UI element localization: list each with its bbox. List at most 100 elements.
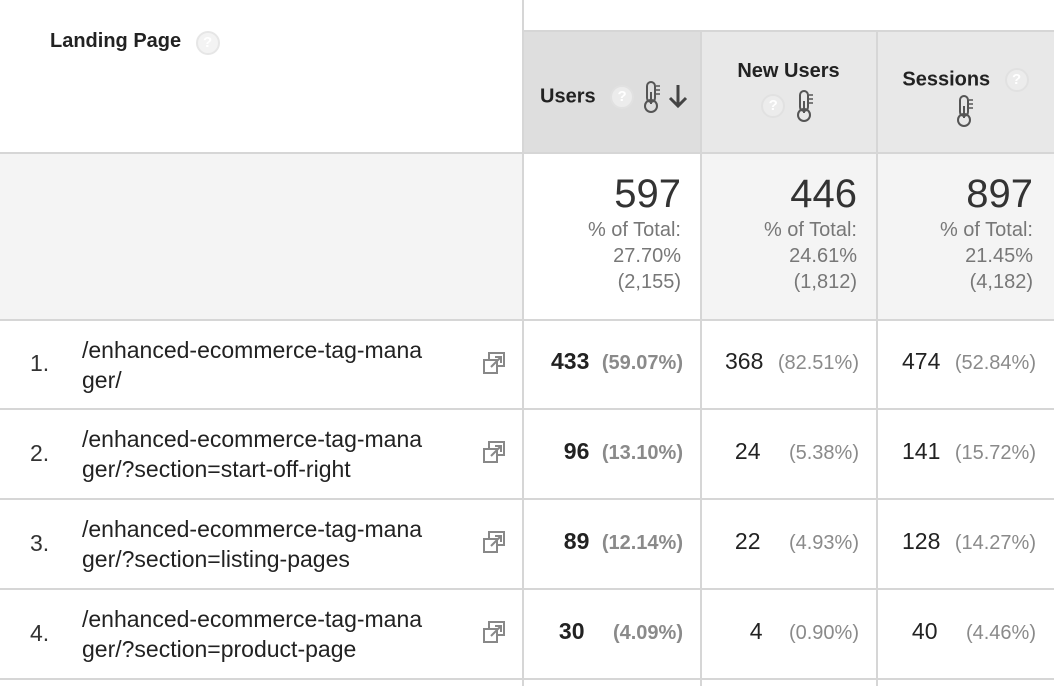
sessions-cell: 474 (52.84%) [877, 348, 1036, 375]
landing-page-link[interactable]: /enhanced-ecommerce-tag-mana ger/?sectio… [82, 424, 422, 484]
new-users-total-pct-label: % of Total: [763, 219, 857, 241]
users-total-value: 597 [614, 172, 681, 216]
users-total-pct: 27.70% [613, 245, 681, 267]
row-number: 3. [30, 530, 50, 556]
grid-line-top [523, 30, 1054, 32]
new-users-value: 4 [749, 618, 763, 644]
landing-page-link[interactable]: /enhanced-ecommerce-tag-mana ger/ [82, 335, 422, 395]
users-header-label: Users [540, 85, 596, 108]
sessions-total-value: 897 [966, 172, 1033, 216]
table-row: 2. /enhanced-ecommerce-tag-mana ger/?sec… [0, 410, 522, 498]
grid-divider-newusers [876, 31, 878, 686]
sessions-pct: (14.27%) [954, 532, 1036, 554]
users-cell: 89 (12.14%) [523, 528, 683, 555]
table-row: 1. /enhanced-ecommerce-tag-mana ger/ [0, 321, 522, 408]
landing-page-line: ger/ [82, 367, 122, 393]
row-number: 4. [30, 620, 50, 646]
table-row: 4. /enhanced-ecommerce-tag-mana ger/?sec… [0, 590, 522, 678]
sessions-cell: 141 (15.72%) [877, 438, 1036, 465]
users-cell: 433 (59.07%) [523, 348, 683, 375]
users-pct: (12.14%) [601, 532, 683, 554]
landing-page-line: /enhanced-ecommerce-tag-mana [82, 516, 423, 542]
table-row: 3. /enhanced-ecommerce-tag-mana ger/?sec… [0, 500, 522, 588]
sessions-value: 141 [902, 438, 941, 464]
external-link-icon[interactable] [482, 440, 506, 464]
new-users-column-header[interactable]: New Users ? [701, 60, 876, 123]
external-link-icon[interactable] [482, 620, 506, 644]
totals-users-bg [523, 153, 701, 320]
landing-page-header[interactable]: Landing Page ? [50, 30, 220, 55]
new-users-value: 22 [734, 528, 761, 554]
sessions-pct: (52.84%) [954, 352, 1036, 374]
new-users-total-value: 446 [790, 172, 857, 216]
grid-line-row1 [0, 408, 1054, 410]
arrow-down-icon[interactable] [667, 82, 689, 112]
sessions-value: 40 [911, 618, 938, 644]
users-pct: (13.10%) [601, 442, 683, 464]
users-pct: (59.07%) [601, 352, 683, 374]
new-users-header-label: New Users [737, 60, 840, 82]
sessions-header-label: Sessions [902, 68, 991, 91]
users-total: 597 % of Total: 27.70% (2,155) [523, 172, 681, 295]
sessions-value: 128 [902, 528, 941, 554]
new-users-value: 24 [734, 438, 761, 464]
sessions-column-header[interactable]: Sessions ? [877, 68, 1054, 128]
help-icon[interactable]: ? [1004, 68, 1029, 92]
external-link-icon[interactable] [482, 530, 506, 554]
sessions-value: 474 [902, 348, 941, 374]
sessions-total-of: (4,182) [969, 271, 1033, 293]
landing-page-link[interactable]: /enhanced-ecommerce-tag-mana ger/?sectio… [82, 514, 422, 574]
new-users-cell: 24 (5.38%) [701, 438, 859, 465]
users-pct: (4.09%) [612, 622, 683, 644]
help-icon[interactable]: ? [761, 94, 786, 118]
landing-page-line: /enhanced-ecommerce-tag-mana [82, 337, 423, 363]
landing-page-label: Landing Page [50, 30, 182, 52]
help-icon[interactable]: ? [610, 85, 635, 109]
grid-divider-main [522, 0, 524, 686]
new-users-pct: (4.93%) [788, 532, 859, 554]
grid-line-row4 [0, 678, 1054, 680]
new-users-value: 368 [725, 348, 764, 374]
grid-line-row3 [0, 588, 1054, 590]
landing-page-line: /enhanced-ecommerce-tag-mana [82, 426, 423, 452]
landing-page-line: ger/?section=start-off-right [82, 456, 351, 482]
new-users-pct: (82.51%) [777, 352, 859, 374]
landing-page-line: ger/?section=listing-pages [82, 546, 350, 572]
new-users-total-of: (1,812) [793, 271, 857, 293]
users-value: 433 [551, 348, 590, 374]
help-icon[interactable]: ? [195, 30, 220, 55]
users-value: 30 [558, 618, 585, 644]
users-column-header[interactable]: Users ? [540, 80, 689, 116]
thermometer-icon[interactable] [643, 80, 663, 114]
grid-line-header [0, 152, 1054, 154]
new-users-cell: 4 (0.90%) [701, 618, 859, 645]
new-users-total-pct: 24.61% [789, 245, 857, 267]
new-users-cell: 22 (4.93%) [701, 528, 859, 555]
landing-page-line: ger/?section=product-page [82, 636, 357, 662]
sessions-total-pct-label: % of Total: [939, 219, 1033, 241]
users-value: 89 [563, 528, 590, 554]
sessions-pct: (15.72%) [954, 442, 1036, 464]
sessions-cell: 128 (14.27%) [877, 528, 1036, 555]
thermometer-icon[interactable] [956, 94, 976, 128]
users-total-pct-label: % of Total: [587, 219, 681, 241]
users-cell: 30 (4.09%) [523, 618, 683, 645]
new-users-total: 446 % of Total: 24.61% (1,812) [701, 172, 857, 295]
new-users-cell: 368 (82.51%) [701, 348, 859, 375]
users-total-of: (2,155) [617, 271, 681, 293]
users-value: 96 [563, 438, 590, 464]
landing-page-line: /enhanced-ecommerce-tag-mana [82, 606, 423, 632]
row-number: 1. [30, 350, 50, 376]
row-number: 2. [30, 440, 50, 466]
external-link-icon[interactable] [482, 351, 506, 375]
thermometer-icon[interactable] [796, 89, 816, 123]
sessions-cell: 40 (4.46%) [877, 618, 1036, 645]
sessions-pct: (4.46%) [965, 622, 1036, 644]
sessions-total-pct: 21.45% [965, 245, 1033, 267]
new-users-pct: (5.38%) [788, 442, 859, 464]
sessions-total: 897 % of Total: 21.45% (4,182) [877, 172, 1033, 295]
grid-line-totals [0, 319, 1054, 321]
grid-divider-users [700, 31, 702, 686]
landing-page-link[interactable]: /enhanced-ecommerce-tag-mana ger/?sectio… [82, 604, 422, 664]
grid-line-row2 [0, 498, 1054, 500]
